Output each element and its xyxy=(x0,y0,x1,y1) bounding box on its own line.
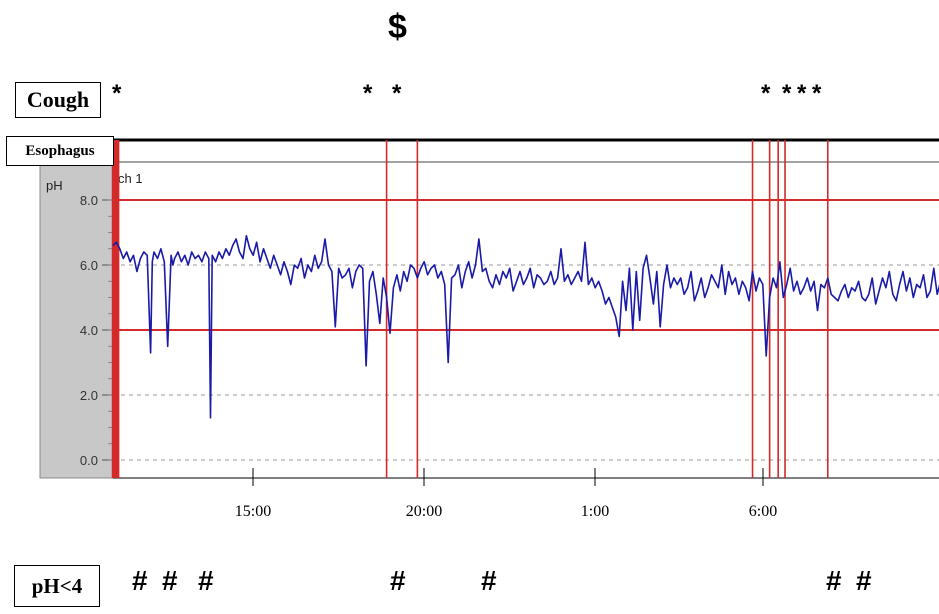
esophagus-label: Esophagus xyxy=(6,136,114,166)
cough-star: * xyxy=(782,80,792,107)
cough-star: * xyxy=(797,80,807,107)
cough-star: * xyxy=(812,80,822,107)
ph-series-line xyxy=(112,235,939,419)
cough-star: * xyxy=(392,80,402,107)
ph-event-hash: # xyxy=(198,565,214,596)
y-tick-label: 8.0 xyxy=(80,193,98,208)
x-tick-label: 15:00 xyxy=(234,503,272,520)
ph-event-hash: # xyxy=(162,565,178,596)
ph-event-hash: # xyxy=(481,565,497,596)
y-tick-label: 6.0 xyxy=(80,258,98,273)
y-axis-panel xyxy=(39,164,114,479)
ph-event-hash: # xyxy=(132,565,148,596)
ph-event-hash: # xyxy=(390,565,406,596)
y-tick-label: 0.0 xyxy=(80,453,98,468)
cough-star: * xyxy=(112,80,122,107)
y-axis-label: pH xyxy=(46,178,63,193)
ph-below-4-label: pH<4 xyxy=(14,565,100,607)
cough-star: * xyxy=(363,80,373,107)
channel-label: ch 1 xyxy=(118,171,143,186)
cough-star: * xyxy=(761,80,771,107)
y-tick-label: 2.0 xyxy=(80,388,98,403)
cough-label: Cough xyxy=(15,82,101,118)
x-tick-label: 1:00 xyxy=(580,503,610,520)
y-tick-label: 4.0 xyxy=(80,323,98,338)
dollar-marker: $ xyxy=(388,8,407,46)
x-tick-label: 6:00 xyxy=(748,503,778,520)
x-tick-label: 20:00 xyxy=(405,503,443,520)
ph-event-hash: # xyxy=(856,565,872,596)
ph-event-hash: # xyxy=(826,565,842,596)
